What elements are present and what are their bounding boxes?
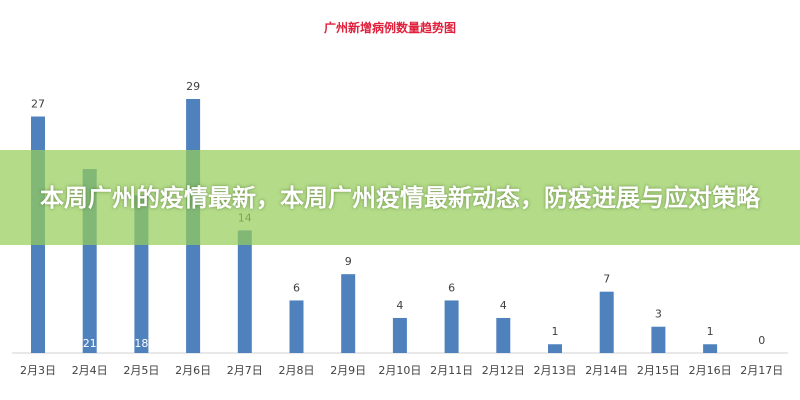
data-label: 29 [186,80,200,93]
bar-2月16日 [703,344,718,353]
data-label: 4 [500,299,507,312]
x-tick-label: 2月16日 [689,364,732,377]
x-tick-label: 2月5日 [123,364,159,377]
headline-text: 本周广州的疫情最新，本周广州疫情最新动态，防疫进展与应对策略 [40,183,760,212]
data-label: 3 [655,308,662,321]
bar-2月15日 [651,326,666,353]
bar-2月12日 [496,317,511,353]
data-label: 1 [707,325,714,338]
data-label: 6 [293,281,300,294]
bar-2月14日 [599,291,614,353]
data-label: 9 [345,255,352,268]
x-tick-label: 2月17日 [740,364,783,377]
x-tick-label: 2月6日 [175,364,211,377]
x-tick-label: 2月15日 [637,364,680,377]
data-label: 27 [31,98,45,111]
x-tick-label: 2月12日 [482,364,525,377]
x-tick-label: 2月10日 [378,364,421,377]
chart-title: 广州新增病例数量趋势图 [324,20,456,35]
bar-2月10日 [392,317,407,353]
x-tick-label: 2月4日 [72,364,108,377]
x-tick-label: 2月14日 [585,364,628,377]
x-tick-label: 2月7日 [227,364,263,377]
bar-2月13日 [548,344,562,353]
x-tick-label: 2月8日 [279,364,315,377]
data-label: 1 [552,325,559,338]
x-tick-label: 2月13日 [534,364,577,377]
headline-banner: 本周广州的疫情最新，本周广州疫情最新动态，防疫进展与应对策略 [0,150,800,245]
x-tick-label: 2月9日 [330,364,366,377]
bar-2月8日 [289,300,304,353]
data-label: 6 [448,281,455,294]
x-tick-label: 2月11日 [430,364,473,377]
data-label: 4 [396,299,403,312]
data-label: 7 [603,273,610,286]
bar-2月7日 [237,230,252,353]
data-label: 0 [758,334,765,347]
bar-2月9日 [341,274,356,353]
bar-2月11日 [444,300,459,353]
x-tick-label: 2月3日 [20,364,56,377]
